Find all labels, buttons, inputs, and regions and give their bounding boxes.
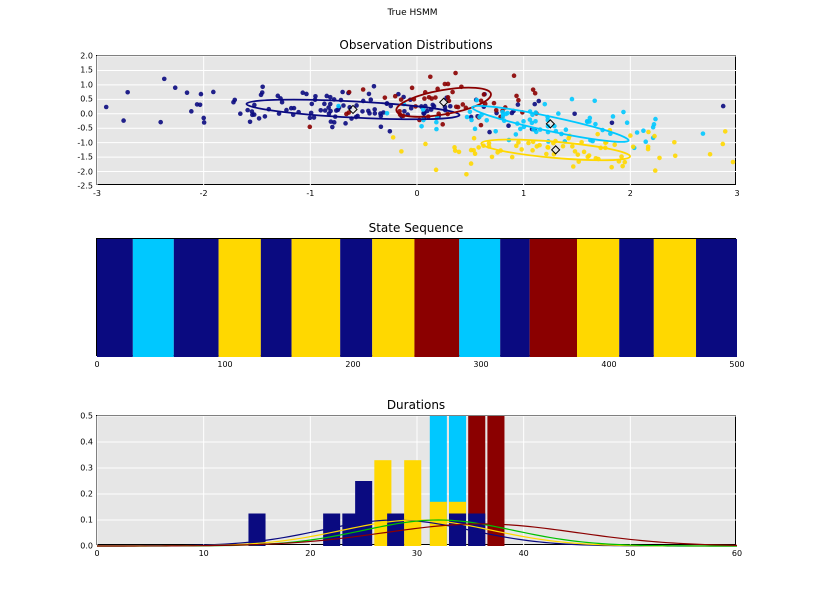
- y-tick: 1.0: [63, 80, 93, 89]
- dur-title: Durations: [97, 398, 735, 412]
- observation-distributions-panel: Observation Distributions -3-2-10123-2.5…: [96, 55, 736, 185]
- figure-title: True HSMM: [0, 8, 825, 18]
- x-tick: 3: [734, 189, 739, 198]
- durations-panel: Durations 01020304050600.00.10.20.30.40.…: [96, 415, 736, 545]
- x-tick: 300: [473, 360, 488, 369]
- x-tick: 200: [345, 360, 360, 369]
- x-tick: -2: [200, 189, 208, 198]
- y-tick: 0.1: [63, 516, 93, 525]
- x-tick: 10: [199, 549, 209, 558]
- x-tick: 60: [732, 549, 742, 558]
- y-tick: -2.0: [63, 167, 93, 176]
- y-tick: 0.0: [63, 542, 93, 551]
- x-tick: 50: [625, 549, 635, 558]
- y-tick: 0.3: [63, 464, 93, 473]
- y-tick: 0.5: [63, 95, 93, 104]
- state-sequence-panel: State Sequence 0100200300400500: [96, 238, 736, 356]
- seq-title: State Sequence: [97, 221, 735, 235]
- y-tick: 0.0: [63, 109, 93, 118]
- x-tick: 100: [217, 360, 232, 369]
- y-tick: 1.5: [63, 66, 93, 75]
- y-tick: -1.5: [63, 153, 93, 162]
- y-tick: 0.5: [63, 412, 93, 421]
- x-tick: 0: [94, 360, 99, 369]
- x-tick: 20: [305, 549, 315, 558]
- y-tick: -0.5: [63, 124, 93, 133]
- y-tick: 2.0: [63, 52, 93, 61]
- y-tick: 0.4: [63, 438, 93, 447]
- x-tick: -1: [306, 189, 314, 198]
- obs-title: Observation Distributions: [97, 38, 735, 52]
- y-tick: -1.0: [63, 138, 93, 147]
- y-tick: 0.2: [63, 490, 93, 499]
- x-tick: 40: [519, 549, 529, 558]
- y-tick: -2.5: [63, 182, 93, 191]
- x-tick: 400: [601, 360, 616, 369]
- x-tick: 30: [412, 549, 422, 558]
- x-tick: 1: [521, 189, 526, 198]
- x-tick: 2: [628, 189, 633, 198]
- x-tick: 500: [729, 360, 744, 369]
- x-tick: -3: [93, 189, 101, 198]
- x-tick: 0: [94, 549, 99, 558]
- x-tick: 0: [414, 189, 419, 198]
